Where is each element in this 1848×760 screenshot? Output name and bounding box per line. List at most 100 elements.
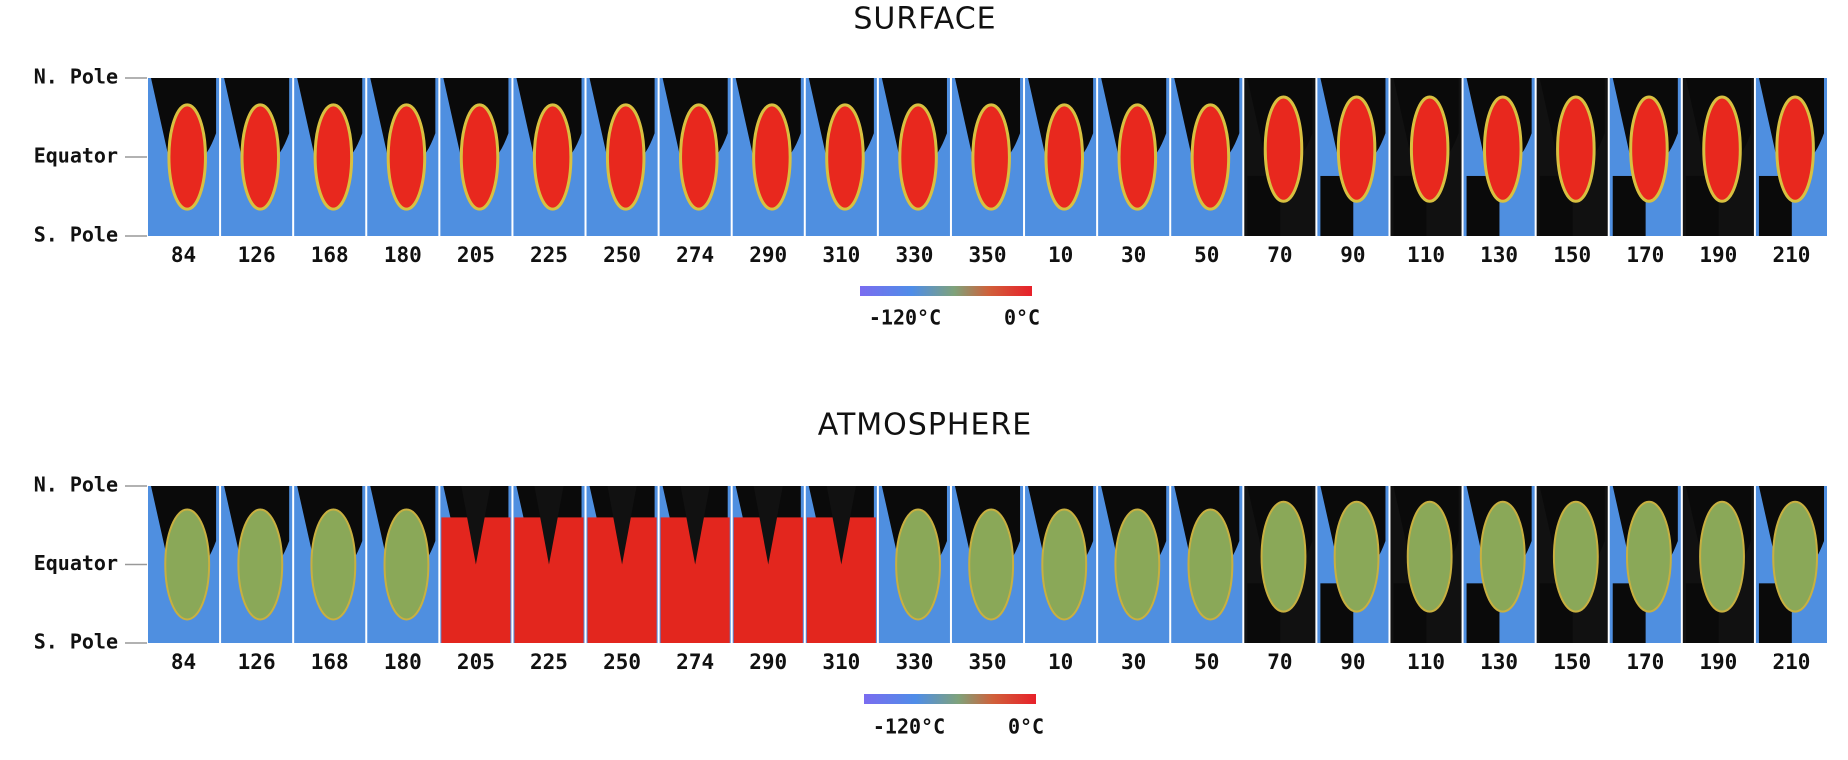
strip — [586, 78, 658, 236]
strip-label: 225 — [530, 243, 568, 267]
strip — [1317, 78, 1389, 236]
dark-region — [534, 486, 564, 565]
strip — [513, 486, 585, 643]
strip — [1755, 78, 1827, 236]
warm-region — [532, 103, 573, 211]
mild-region — [1260, 500, 1307, 613]
strip-label: 110 — [1407, 650, 1445, 674]
strip — [1682, 486, 1754, 643]
strip — [1536, 78, 1608, 236]
strip — [1463, 486, 1535, 643]
strip-label: 210 — [1772, 243, 1810, 267]
strip-label: 126 — [238, 650, 276, 674]
y-label: Equator — [34, 551, 118, 575]
warm-region — [1117, 103, 1158, 211]
colorbar — [864, 694, 1036, 704]
strip — [1390, 78, 1462, 236]
warm-region — [240, 103, 281, 211]
strip-label: 274 — [676, 243, 714, 267]
strip-label: 10 — [1048, 650, 1073, 674]
strip-label: 50 — [1194, 650, 1219, 674]
colorbar — [860, 286, 1032, 296]
mild-region — [1041, 508, 1088, 621]
panel-title: ATMOSPHERE — [818, 408, 1032, 443]
strip — [1025, 78, 1097, 236]
warm-region — [752, 103, 792, 211]
strip-label: 250 — [603, 243, 641, 267]
strip — [1171, 78, 1243, 236]
strip-label: 150 — [1553, 650, 1591, 674]
strip-label: 205 — [457, 243, 495, 267]
strip — [1244, 78, 1316, 236]
warm-region — [1044, 103, 1085, 211]
strip-label: 290 — [749, 650, 787, 674]
dark-region — [753, 486, 783, 565]
warm-region — [1409, 95, 1450, 203]
strip — [732, 78, 804, 236]
strip-label: 310 — [822, 650, 860, 674]
strip-label: 70 — [1267, 650, 1292, 674]
strip-label: 130 — [1480, 243, 1518, 267]
dark-region — [680, 486, 710, 565]
strip — [732, 486, 804, 643]
strip — [878, 78, 950, 236]
strip — [440, 78, 512, 236]
y-label: N. Pole — [34, 473, 118, 497]
strip — [1098, 486, 1170, 643]
warm-region — [459, 103, 500, 211]
strip-label: 170 — [1626, 650, 1664, 674]
strip — [1317, 486, 1389, 643]
y-label: Equator — [34, 144, 118, 168]
strip — [1098, 78, 1170, 236]
warm-region — [386, 103, 427, 211]
strip — [1682, 78, 1754, 236]
strip — [659, 486, 731, 643]
strip — [367, 78, 439, 236]
panel: ATMOSPHERE 84 126 168 180 205 225 250 274 290 310 3… — [34, 408, 1827, 739]
strip-label: 168 — [311, 243, 349, 267]
strip-label: 180 — [384, 650, 422, 674]
strip — [1609, 486, 1681, 643]
mild-region — [1333, 500, 1380, 613]
strip-label: 90 — [1340, 243, 1365, 267]
strip-label: 225 — [530, 650, 568, 674]
warm-region — [679, 103, 719, 211]
strip-label: 10 — [1048, 243, 1073, 267]
strip — [878, 486, 950, 643]
mild-region — [1772, 500, 1819, 613]
panel: SURFACE 84 126 168 180 205 225 250 274 290 310 330 3… — [34, 2, 1827, 330]
strip-label: 205 — [457, 650, 495, 674]
y-label: N. Pole — [34, 65, 118, 89]
strip-label: 84 — [171, 650, 196, 674]
mild-region — [1187, 508, 1234, 621]
mild-region — [968, 508, 1015, 621]
strip-label: 310 — [822, 243, 860, 267]
strip-label: 84 — [171, 243, 196, 267]
strip-label: 90 — [1340, 650, 1365, 674]
mild-region — [895, 508, 941, 621]
strip-label: 30 — [1121, 650, 1146, 674]
warm-region — [1190, 103, 1231, 211]
strip — [1390, 486, 1462, 643]
strip — [1025, 486, 1097, 643]
warm-region — [898, 103, 938, 211]
strip-label: 130 — [1480, 650, 1518, 674]
strip-label: 290 — [749, 243, 787, 267]
strip-label: 330 — [895, 243, 933, 267]
mild-region — [1406, 500, 1453, 613]
warm-region — [1482, 95, 1523, 203]
strip-label: 170 — [1626, 243, 1664, 267]
strip — [221, 486, 293, 643]
warm-region — [1775, 95, 1815, 203]
mild-region — [1114, 508, 1161, 621]
strip-label: 350 — [969, 243, 1007, 267]
mild-region — [1552, 500, 1599, 613]
warm-region — [605, 103, 646, 211]
strip — [586, 486, 658, 643]
strip-label: 190 — [1699, 243, 1737, 267]
warm-region — [1629, 95, 1669, 203]
strip — [221, 78, 293, 236]
strip-label: 110 — [1407, 243, 1445, 267]
warm-region — [1702, 95, 1742, 203]
